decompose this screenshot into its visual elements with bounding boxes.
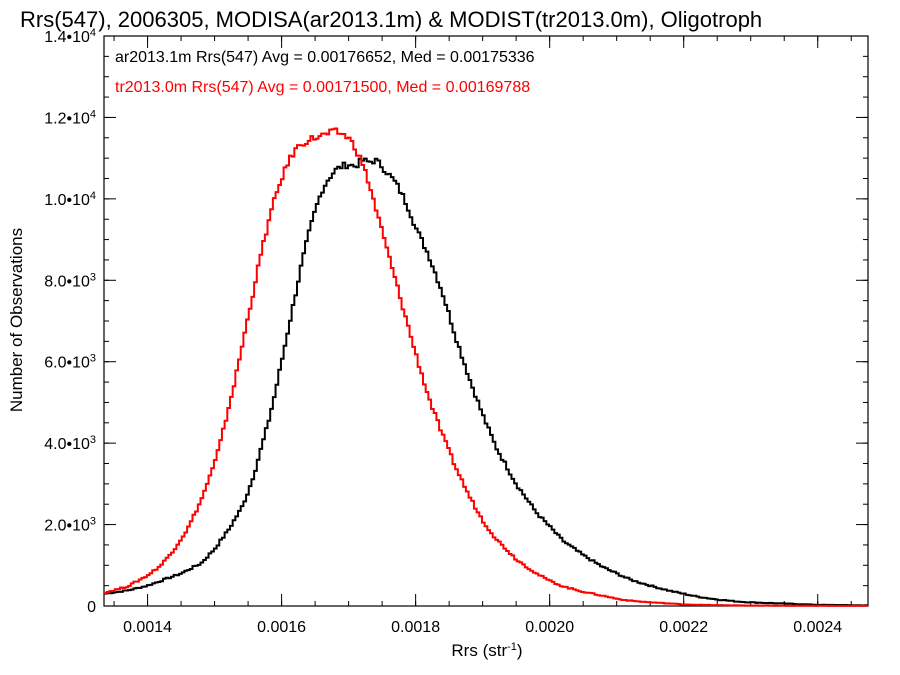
x-tick-label: 0.0018 xyxy=(391,619,440,636)
y-axis: 02.0•1034.0•1036.0•1038.0•1031.0•1041.2•… xyxy=(44,27,868,616)
y-tick-label: 1.4•104 xyxy=(44,27,96,46)
y-tick-label-exponent: 3 xyxy=(90,353,96,365)
y-tick-label-text: 1.0•10 xyxy=(44,192,90,209)
x-tick-label: 0.0014 xyxy=(123,619,172,636)
y-tick-label-text: 1.2•10 xyxy=(44,110,90,127)
x-axis-title-suffix: ) xyxy=(517,641,523,660)
y-tick-label-text: 4.0•10 xyxy=(44,436,90,453)
x-tick-label: 0.0022 xyxy=(659,619,708,636)
y-tick-label: 0 xyxy=(87,599,96,616)
y-tick-label: 1.2•104 xyxy=(44,108,96,127)
x-tick-label: 0.0024 xyxy=(793,619,842,636)
series-line-tr2013-0m xyxy=(104,127,868,607)
y-tick-label-exponent: 3 xyxy=(90,271,96,283)
y-tick-label-exponent: 3 xyxy=(90,434,96,446)
y-tick-label-text: 2.0•10 xyxy=(44,518,90,535)
y-tick-label: 6.0•103 xyxy=(44,353,96,372)
series-layer xyxy=(104,127,868,607)
y-tick-label: 2.0•103 xyxy=(44,516,96,535)
x-axis: 0.0014 0.0016 0.0018 0.0020 0.0022 0.0024 xyxy=(113,36,852,636)
x-axis-title-text: Rrs (str xyxy=(451,641,507,660)
y-tick-label: 4.0•103 xyxy=(44,434,96,453)
x-axis-title: Rrs (str-1) xyxy=(451,641,522,660)
chart-title: Rrs(547), 2006305, MODISA(ar2013.1m) & M… xyxy=(20,7,762,32)
legend-entry-ar2013: ar2013.1m Rrs(547) Avg = 0.00176652, Med… xyxy=(115,49,535,66)
series-line-ar2013-1m xyxy=(104,157,868,607)
plot-border xyxy=(103,35,869,607)
y-axis-title: Number of Observations xyxy=(7,228,26,412)
y-tick-label-text: 8.0•10 xyxy=(44,273,90,290)
plot-frame xyxy=(103,35,869,607)
y-tick-label: 8.0•103 xyxy=(44,271,96,290)
x-axis-title-superscript: -1 xyxy=(507,641,517,653)
y-tick-label-exponent: 3 xyxy=(90,516,96,528)
x-tick-label: 0.0016 xyxy=(257,619,306,636)
legend-entry-tr2013: tr2013.0m Rrs(547) Avg = 0.00171500, Med… xyxy=(115,79,530,96)
y-tick-label-exponent: 4 xyxy=(90,27,96,39)
y-tick-label-text: 0 xyxy=(87,599,96,616)
y-tick-label-text: 6.0•10 xyxy=(44,355,90,372)
y-tick-label-exponent: 4 xyxy=(90,190,96,202)
y-tick-label: 1.0•104 xyxy=(44,190,96,209)
y-tick-label-exponent: 4 xyxy=(90,108,96,120)
x-tick-label: 0.0020 xyxy=(525,619,574,636)
y-tick-label-text: 1.4•10 xyxy=(44,29,90,46)
